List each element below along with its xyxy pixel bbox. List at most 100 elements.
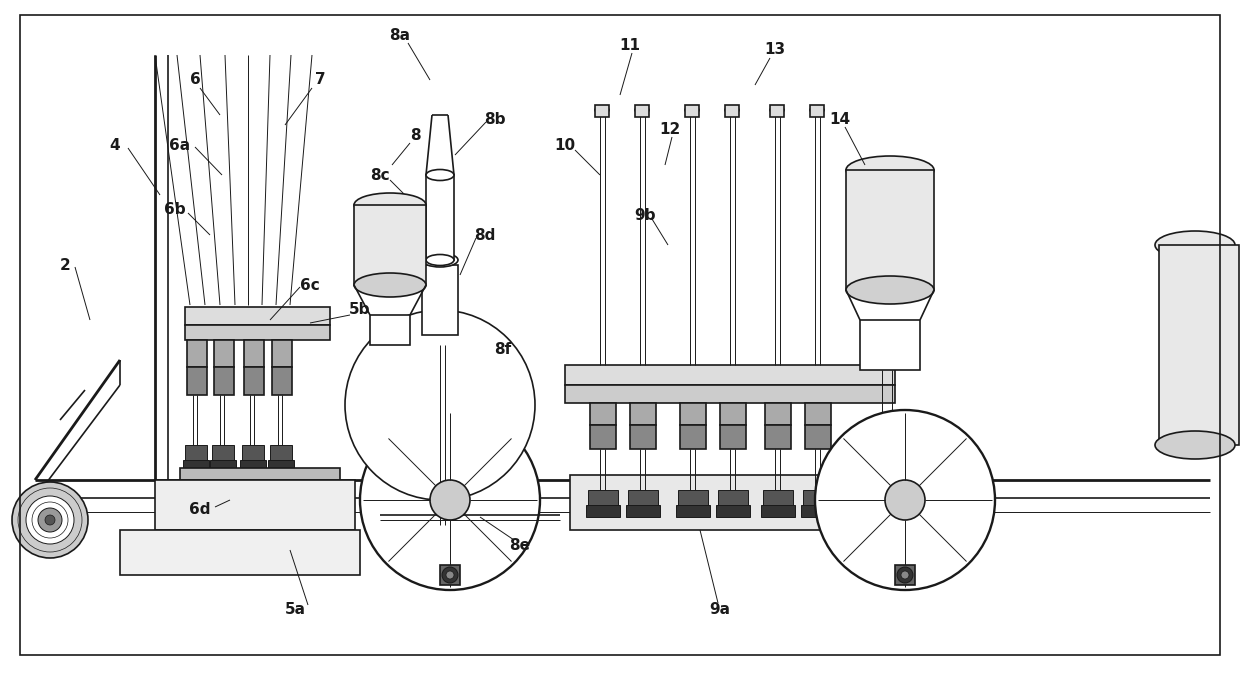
Text: 6d: 6d [190, 502, 211, 518]
Text: 2: 2 [60, 257, 71, 273]
Circle shape [897, 567, 913, 583]
Bar [715, 505, 750, 517]
Ellipse shape [810, 107, 825, 113]
Circle shape [441, 567, 458, 583]
Text: 11: 11 [620, 38, 641, 53]
Bar [215, 367, 234, 395]
Bar [630, 403, 656, 425]
Circle shape [12, 482, 88, 558]
Bar [210, 460, 236, 470]
Bar [272, 340, 291, 367]
Circle shape [815, 410, 994, 590]
Bar [626, 505, 660, 517]
Bar [805, 425, 831, 449]
Ellipse shape [1154, 431, 1235, 459]
Bar [120, 530, 360, 575]
Bar [718, 490, 748, 505]
Text: 6c: 6c [300, 277, 320, 292]
Circle shape [45, 515, 55, 525]
Bar [565, 365, 895, 385]
Text: 8b: 8b [485, 113, 506, 128]
Ellipse shape [770, 107, 784, 113]
Ellipse shape [725, 107, 739, 113]
Bar [244, 340, 264, 367]
Bar [680, 403, 706, 425]
Bar [422, 265, 458, 335]
Text: 8: 8 [409, 128, 420, 142]
Bar [676, 505, 711, 517]
Bar [184, 460, 210, 470]
Ellipse shape [427, 169, 454, 180]
Ellipse shape [595, 107, 609, 113]
Bar [725, 105, 739, 117]
Bar [720, 403, 746, 425]
Circle shape [345, 310, 534, 500]
Bar [427, 175, 454, 260]
Bar [763, 490, 794, 505]
Circle shape [26, 496, 74, 544]
Text: 5a: 5a [284, 603, 305, 618]
Bar [680, 425, 706, 449]
Circle shape [430, 480, 470, 520]
Text: 7: 7 [315, 72, 325, 88]
Text: 10: 10 [554, 138, 575, 153]
Bar [370, 315, 410, 345]
Bar [761, 505, 795, 517]
Ellipse shape [427, 254, 454, 265]
Circle shape [38, 508, 62, 532]
Bar [180, 468, 340, 480]
Bar [810, 105, 825, 117]
Bar [684, 105, 699, 117]
Bar [268, 460, 294, 470]
Text: 8e: 8e [510, 537, 531, 553]
Bar [895, 565, 915, 585]
Bar [801, 505, 835, 517]
Bar [244, 367, 264, 395]
Bar [720, 425, 746, 449]
Text: 13: 13 [764, 43, 786, 57]
Circle shape [446, 571, 454, 579]
Bar [765, 403, 791, 425]
Bar [272, 367, 291, 395]
Text: 8a: 8a [389, 28, 410, 43]
Text: 6a: 6a [170, 138, 191, 153]
Bar [565, 385, 895, 403]
Bar [770, 105, 784, 117]
Bar [587, 505, 620, 517]
Bar [440, 565, 460, 585]
Bar [861, 320, 920, 370]
Bar [187, 340, 207, 367]
Bar [804, 490, 833, 505]
Text: 6b: 6b [164, 202, 186, 217]
Bar [805, 403, 831, 425]
Bar [185, 325, 330, 340]
Bar [846, 170, 934, 290]
Ellipse shape [846, 156, 934, 184]
Bar [595, 105, 609, 117]
Bar [588, 490, 618, 505]
Bar [270, 445, 291, 460]
Ellipse shape [684, 107, 699, 113]
Text: 9b: 9b [634, 207, 656, 223]
Bar [212, 445, 234, 460]
Bar [353, 205, 427, 285]
Bar [630, 425, 656, 449]
Ellipse shape [635, 107, 649, 113]
Text: 8f: 8f [495, 342, 512, 358]
Bar [590, 425, 616, 449]
Text: 8c: 8c [371, 167, 389, 182]
Ellipse shape [422, 253, 458, 267]
Text: 9a: 9a [709, 603, 730, 618]
Text: 6: 6 [190, 72, 201, 88]
Circle shape [885, 480, 925, 520]
Bar [241, 460, 267, 470]
Text: 14: 14 [830, 113, 851, 128]
Ellipse shape [353, 273, 427, 297]
Bar [185, 445, 207, 460]
Bar [155, 480, 355, 530]
Bar [635, 105, 649, 117]
Bar [590, 403, 616, 425]
Bar [242, 445, 264, 460]
Circle shape [901, 571, 909, 579]
Bar [570, 475, 900, 530]
